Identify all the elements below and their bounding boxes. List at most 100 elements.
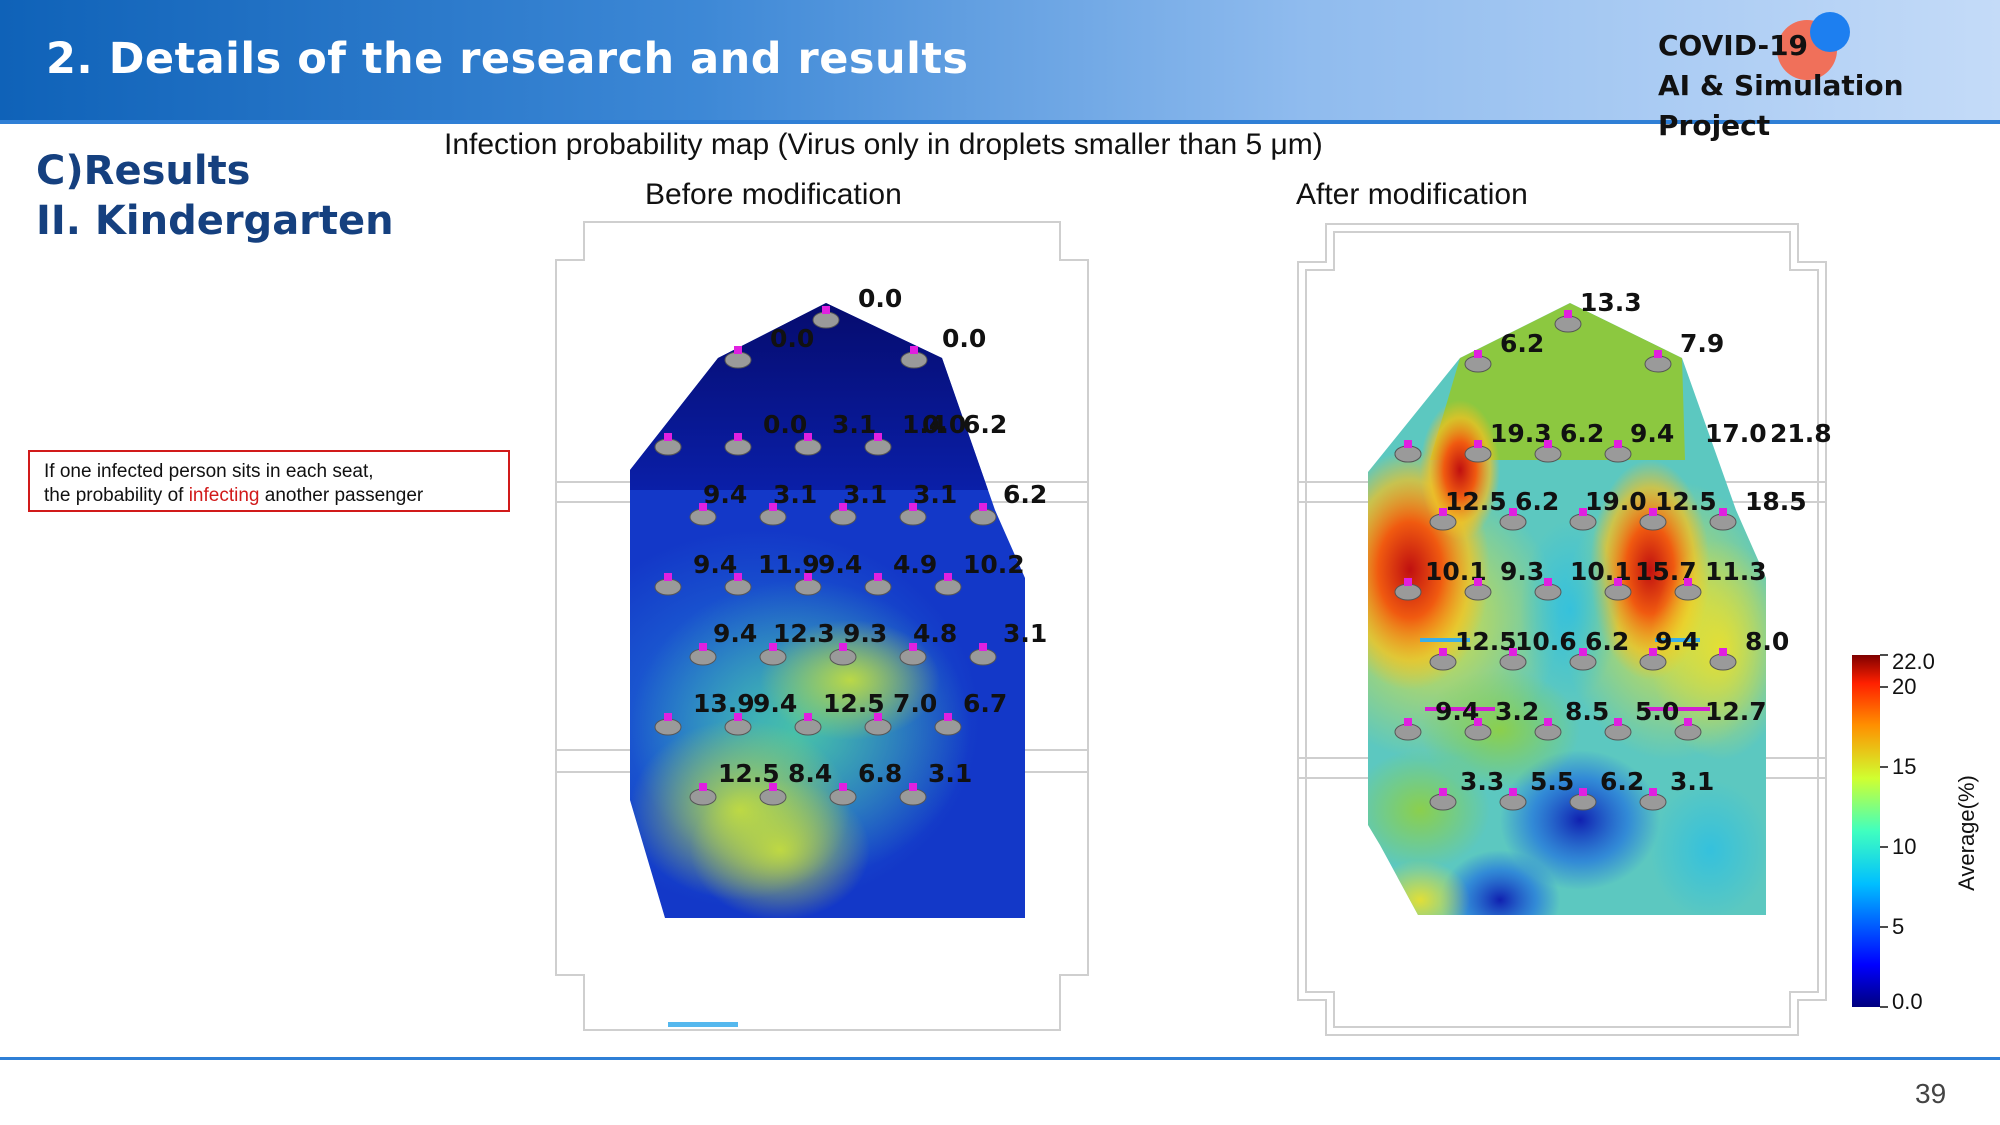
note-text-pre: the probability of xyxy=(44,485,189,506)
person-icon xyxy=(724,438,752,456)
person-icon xyxy=(1429,653,1457,671)
seat-marker xyxy=(839,643,847,651)
seat-marker xyxy=(769,503,777,511)
slide-title: 2. Details of the research and results xyxy=(46,34,969,84)
person-icon xyxy=(934,718,962,736)
person-icon xyxy=(1499,653,1527,671)
seat-probability-label: 10.2 xyxy=(963,550,1025,579)
seat-probability-label: 12.5 xyxy=(1455,627,1517,656)
seat: 12.5 xyxy=(1429,487,1507,531)
seat: 7.0 xyxy=(864,689,937,736)
seat: 9.4 xyxy=(724,689,797,736)
person-icon xyxy=(1674,583,1702,601)
person-icon xyxy=(1534,583,1562,601)
seat-probability-label: 9.4 xyxy=(753,689,797,718)
seat: 0.0 xyxy=(900,324,986,369)
before-door-marker xyxy=(668,1022,738,1027)
person-icon xyxy=(1499,793,1527,811)
person-icon xyxy=(1394,445,1422,463)
seat-probability-label: 6.7 xyxy=(963,689,1007,718)
person-icon xyxy=(1429,513,1457,531)
seat: 13.3 xyxy=(1554,288,1642,333)
seat-probability-label: 0.0 xyxy=(858,284,902,313)
seat-probability-label: 0.0 xyxy=(922,410,966,439)
seat-marker xyxy=(1544,578,1552,586)
seat: 18.5 xyxy=(1709,487,1807,531)
seat-marker xyxy=(804,713,812,721)
person-icon xyxy=(1464,723,1492,741)
person-icon xyxy=(759,648,787,666)
seat-marker xyxy=(1544,718,1552,726)
seat: 3.1 xyxy=(1639,767,1714,811)
seat-marker xyxy=(1564,310,1572,318)
seat-marker xyxy=(664,573,672,581)
person-icon xyxy=(759,788,787,806)
seat-probability-label: 6.2 xyxy=(1003,480,1047,509)
note-text-highlight: infecting xyxy=(188,485,260,506)
seat: 10.1 xyxy=(1534,557,1632,601)
seat-marker xyxy=(910,346,918,354)
seat: 12.5 xyxy=(1639,487,1717,531)
person-icon xyxy=(1554,315,1582,333)
seat-marker xyxy=(1579,648,1587,656)
section-line-1: C)Results xyxy=(36,148,251,194)
project-brand: COVID-19 AI & Simulation Project xyxy=(1658,26,2000,146)
note-line-2: the probability of infecting another pas… xyxy=(44,484,494,508)
seat-probability-label: 0.0 xyxy=(770,324,814,353)
seat-probability-label: 3.1 xyxy=(832,410,876,439)
seat-marker xyxy=(1474,578,1482,586)
colorbar-gradient xyxy=(1852,655,1880,1007)
seat-marker xyxy=(909,643,917,651)
seat-marker xyxy=(1614,440,1622,448)
seat-probability-label: 10.1 xyxy=(1570,557,1632,586)
seat-probability-label: 9.4 xyxy=(693,550,737,579)
seat-marker xyxy=(1579,508,1587,516)
seat-marker xyxy=(822,306,830,314)
person-icon xyxy=(864,718,892,736)
person-icon xyxy=(829,508,857,526)
person-icon xyxy=(654,718,682,736)
person-icon xyxy=(1604,583,1632,601)
seat-marker xyxy=(1404,718,1412,726)
seat-probability-label: 9.4 xyxy=(703,480,747,509)
seat-probability-label: 0.0 xyxy=(763,410,807,439)
seat-probability-label: 3.1 xyxy=(1003,619,1047,648)
seat: 1.4 xyxy=(794,410,946,456)
person-icon xyxy=(1464,445,1492,463)
person-icon xyxy=(1394,583,1422,601)
person-icon xyxy=(689,788,717,806)
seat: 6.2 xyxy=(1569,627,1629,671)
seat: 6.2 xyxy=(1569,767,1644,811)
seat: 4.9 xyxy=(864,550,937,596)
colorbar-ticks: 22.020 15 10 5 0.0 xyxy=(1880,653,1935,1013)
brand-line-1: COVID-19 xyxy=(1658,29,1809,62)
seat: 3.1 xyxy=(759,480,817,526)
seat: 12.5 xyxy=(1429,627,1517,671)
colorbar-tick-label: 22.0 xyxy=(1892,653,1935,674)
seat: 4.8 xyxy=(899,619,957,666)
colorbar-tick-label: 15 xyxy=(1892,754,1916,779)
seat-probability-label: 6.2 xyxy=(1500,329,1544,358)
seat-probability-label: 0.0 xyxy=(942,324,986,353)
seat-marker xyxy=(874,713,882,721)
seat-marker xyxy=(734,573,742,581)
colorbar-tick-label: 20 xyxy=(1892,674,1916,699)
seat: 6.2 xyxy=(1499,487,1559,531)
before-seat-markers: 0.00.0 0.00.0 3.1 1.40.06.29.4 3.1 3.1 3.1 6.29… xyxy=(654,284,1047,806)
person-icon xyxy=(969,508,997,526)
person-icon xyxy=(899,648,927,666)
person-icon xyxy=(829,648,857,666)
seat-marker xyxy=(699,783,707,791)
seat: 5.5 xyxy=(1499,767,1574,811)
after-heat-surface xyxy=(1368,303,1766,915)
seat-marker xyxy=(1579,788,1587,796)
seat-probability-label: 4.9 xyxy=(893,550,937,579)
person-icon xyxy=(654,578,682,596)
seat: 8.4 xyxy=(759,759,832,806)
person-icon xyxy=(969,648,997,666)
seat: 0.0 xyxy=(724,324,814,369)
seat: 8.5 xyxy=(1534,697,1609,741)
seat-marker xyxy=(944,573,952,581)
footer-divider xyxy=(0,1057,2000,1060)
seat-marker xyxy=(664,713,672,721)
